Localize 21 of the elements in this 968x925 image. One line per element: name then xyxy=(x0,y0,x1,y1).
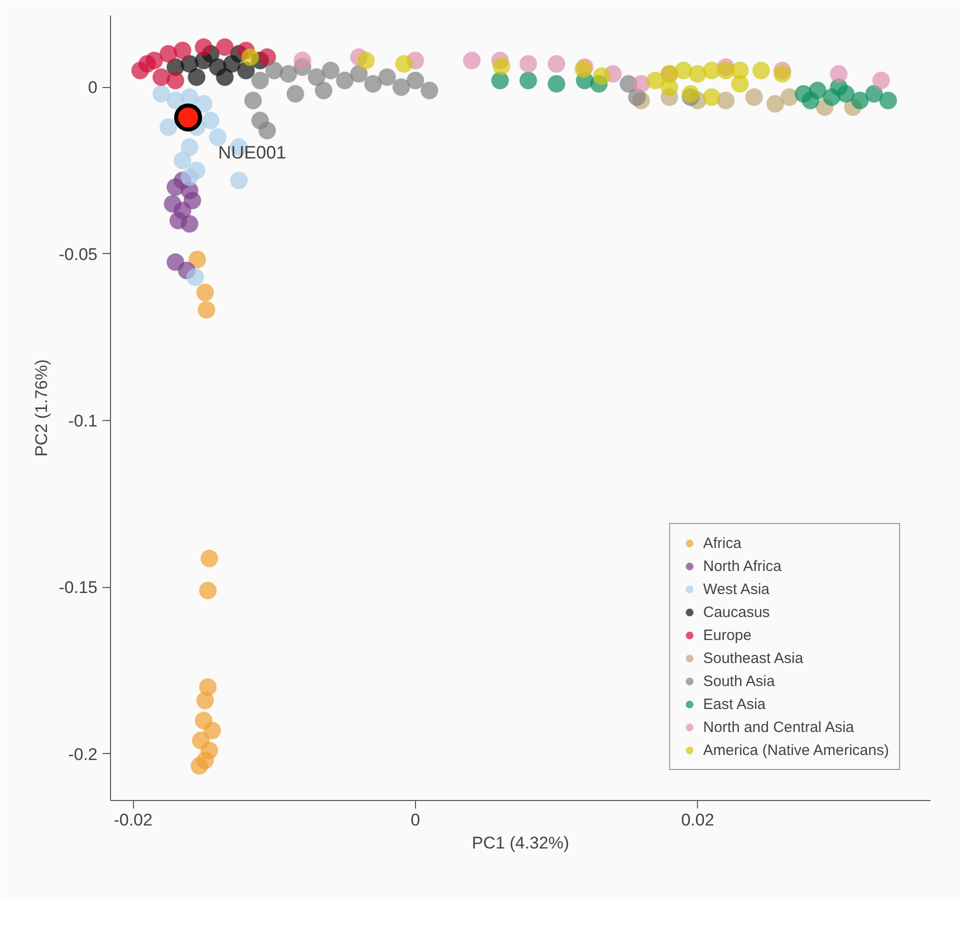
y-tick-label: -0.1 xyxy=(68,412,98,430)
x-tick-label: -0.02 xyxy=(114,810,152,830)
legend-label: North and Central Asia xyxy=(703,718,854,736)
legend-label: North Africa xyxy=(703,558,782,574)
x-tick-label: 0.02 xyxy=(681,810,714,830)
y-tick-label: -0.05 xyxy=(58,244,98,264)
legend-label: East Asia xyxy=(703,696,766,712)
y-tick-label: -0.15 xyxy=(58,578,98,598)
x-axis-title: PC1 (4.32%) xyxy=(472,834,570,852)
legend-label: South Asia xyxy=(703,672,775,690)
legend-label: Africa xyxy=(703,534,742,552)
y-axis-title: PC2 (1.76%) xyxy=(32,359,51,457)
legend-label: Southeast Asia xyxy=(703,650,804,666)
legend-label: West Asia xyxy=(703,580,770,598)
legend-label: Caucasus xyxy=(703,604,770,620)
legend-label: Europe xyxy=(703,626,752,644)
y-tick-label: -0.2 xyxy=(68,744,98,764)
y-tick-label: 0 xyxy=(88,78,98,98)
legend-label: America (Native Americans) xyxy=(703,742,889,758)
annotation: NUE001 xyxy=(218,142,286,162)
x-tick-label: 0 xyxy=(410,810,420,830)
